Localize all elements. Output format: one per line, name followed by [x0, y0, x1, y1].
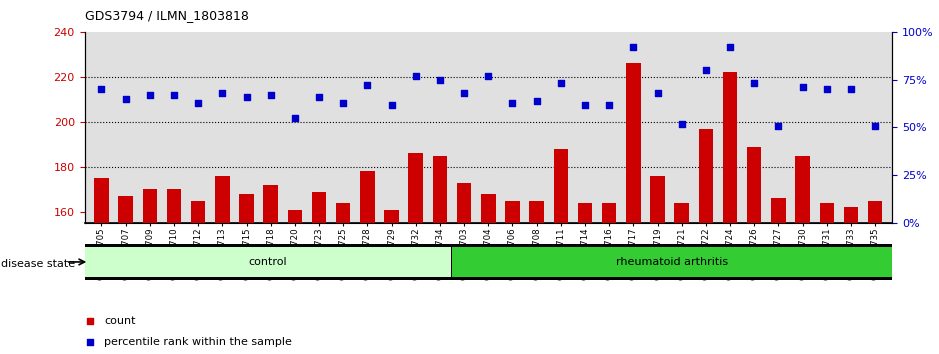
Bar	[820, 203, 834, 354]
Point	[529, 98, 544, 103]
Bar	[361, 171, 375, 354]
Bar	[94, 178, 109, 354]
Point	[166, 92, 181, 98]
Point	[312, 94, 327, 100]
Point	[553, 81, 568, 86]
Point	[868, 123, 883, 129]
Bar	[312, 192, 326, 354]
Point	[674, 121, 689, 126]
Bar	[264, 185, 278, 354]
Point	[722, 44, 737, 50]
Bar	[191, 200, 206, 354]
Point	[481, 73, 496, 79]
Point	[747, 81, 762, 86]
Bar	[602, 203, 616, 354]
Bar	[408, 153, 423, 354]
Bar	[505, 200, 519, 354]
Point	[771, 123, 786, 129]
Bar	[674, 203, 689, 354]
Bar	[85, 247, 451, 277]
Point	[263, 92, 278, 98]
Bar	[795, 155, 809, 354]
Text: count: count	[104, 316, 136, 326]
Bar	[239, 194, 254, 354]
Point	[795, 85, 810, 90]
Bar	[747, 147, 762, 354]
Bar	[699, 129, 713, 354]
Point	[505, 100, 520, 105]
Point	[384, 102, 399, 107]
Point	[94, 86, 109, 92]
Text: GDS3794 / ILMN_1803818: GDS3794 / ILMN_1803818	[85, 10, 249, 22]
Point	[191, 100, 206, 105]
Point	[819, 86, 834, 92]
Point	[699, 67, 714, 73]
Bar	[457, 183, 471, 354]
Bar	[215, 176, 229, 354]
Bar	[481, 194, 496, 354]
Point	[843, 86, 858, 92]
Bar	[868, 200, 883, 354]
Point	[456, 90, 471, 96]
Text: disease state: disease state	[1, 259, 75, 269]
Point	[215, 90, 230, 96]
Point	[143, 92, 158, 98]
Point	[577, 102, 593, 107]
Bar	[143, 189, 157, 354]
Bar	[118, 196, 132, 354]
Bar	[554, 149, 568, 354]
Bar	[384, 210, 399, 354]
Bar	[530, 200, 544, 354]
Text: rheumatoid arthritis: rheumatoid arthritis	[616, 257, 728, 267]
Point	[408, 73, 423, 79]
Bar	[651, 176, 665, 354]
Point	[360, 82, 375, 88]
Bar	[167, 189, 181, 354]
Point	[83, 339, 98, 345]
Point	[83, 318, 98, 324]
Bar	[723, 72, 737, 354]
Bar	[844, 207, 858, 354]
Point	[433, 77, 448, 82]
Text: control: control	[249, 257, 287, 267]
Point	[118, 96, 133, 102]
Point	[650, 90, 665, 96]
Point	[239, 94, 254, 100]
Bar	[452, 247, 891, 277]
Point	[287, 115, 302, 121]
Bar	[287, 210, 302, 354]
Bar	[771, 198, 786, 354]
Text: percentile rank within the sample: percentile rank within the sample	[104, 337, 292, 347]
Point	[336, 100, 351, 105]
Point	[602, 102, 617, 107]
Bar	[433, 155, 447, 354]
Bar	[626, 63, 640, 354]
Point	[625, 44, 640, 50]
Bar	[577, 203, 593, 354]
Bar	[336, 203, 350, 354]
